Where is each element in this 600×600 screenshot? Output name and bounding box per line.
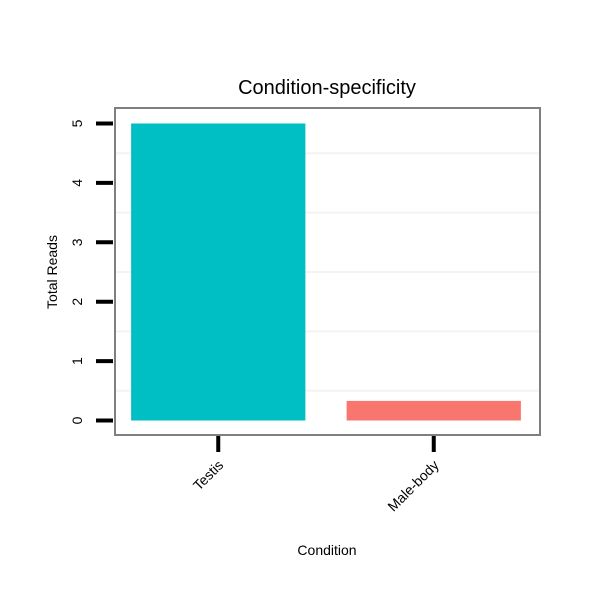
x-tick-label: Testis [190,457,227,494]
chart-title: Condition-specificity [238,77,416,99]
bar-testis [131,123,306,421]
y-tick-label: 0 [69,416,85,424]
y-tick-label: 1 [69,357,85,365]
y-axis-label: Total Reads [44,235,60,309]
y-tick-label: 5 [69,119,85,127]
y-tick-label: 4 [69,179,85,187]
plot-panel-border [114,107,541,436]
bar-male-body [346,400,521,421]
x-tick-label: Male-body [384,457,442,515]
y-tick-label: 2 [69,298,85,306]
y-tick-label: 3 [69,238,85,246]
x-axis-label: Condition [297,542,356,558]
